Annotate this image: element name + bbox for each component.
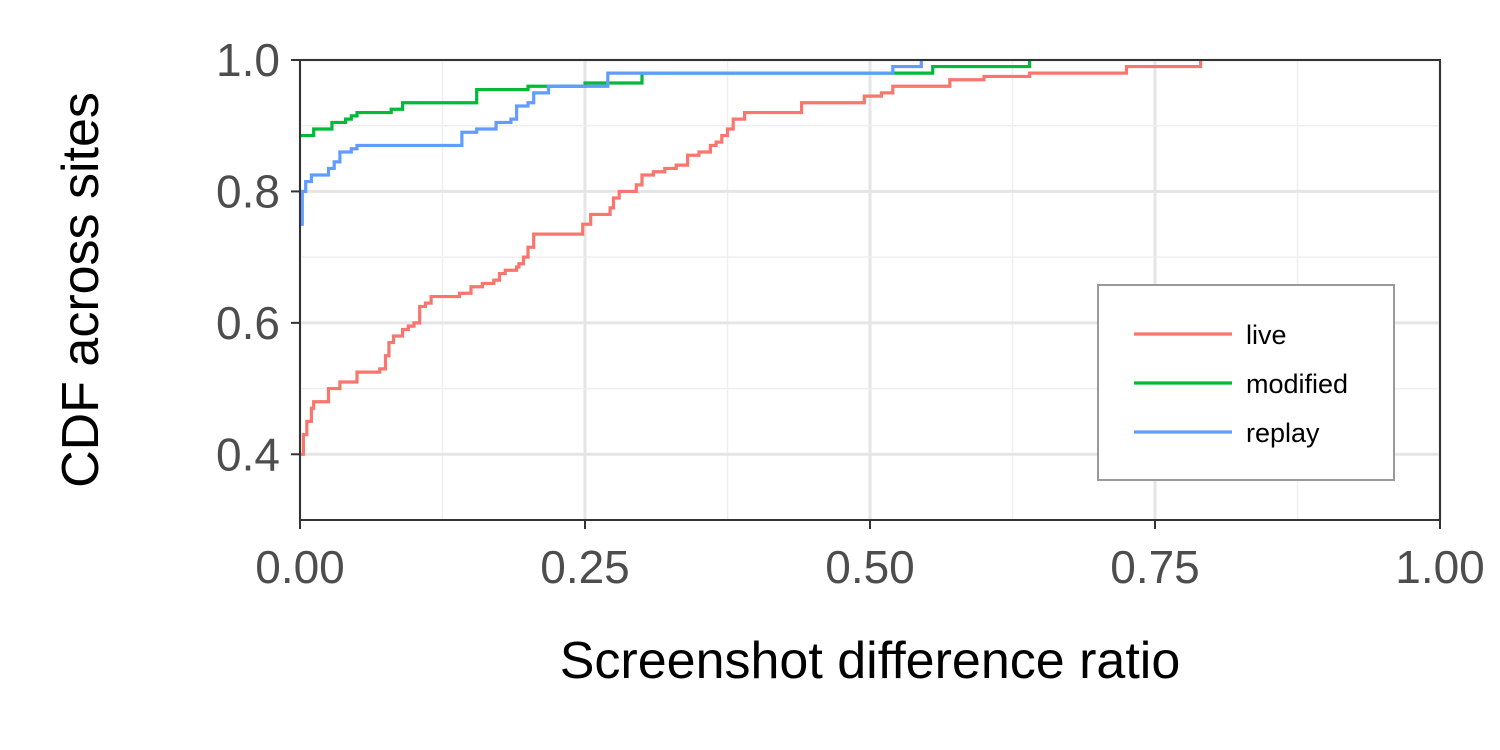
legend-label-modified: modified xyxy=(1246,369,1348,399)
y-tick-label: 0.8 xyxy=(216,165,280,217)
x-tick-label: 0.50 xyxy=(825,541,915,593)
legend-label-live: live xyxy=(1246,320,1287,350)
y-tick-label: 0.6 xyxy=(216,297,280,349)
legend-label-replay: replay xyxy=(1246,418,1320,448)
x-tick-label: 0.00 xyxy=(255,541,345,593)
legend: live modified replay xyxy=(1097,284,1395,481)
series-line-live xyxy=(300,60,1203,456)
x-tick-label: 1.00 xyxy=(1395,541,1485,593)
x-tick-label: 0.75 xyxy=(1110,541,1200,593)
y-tick-label: 0.4 xyxy=(216,428,280,480)
series-line-modified xyxy=(300,60,1032,138)
axes: 0.00 0.25 0.50 0.75 1.00 0.4 0.6 0.8 1.0 xyxy=(216,34,1485,593)
x-axis-title: Screenshot difference ratio xyxy=(560,632,1181,690)
y-axis-title: CDF across sites xyxy=(52,92,110,488)
x-tick-label: 0.25 xyxy=(540,541,630,593)
series-lines xyxy=(300,60,1203,456)
series-line-replay xyxy=(300,60,923,226)
y-tick-label: 1.0 xyxy=(216,34,280,86)
